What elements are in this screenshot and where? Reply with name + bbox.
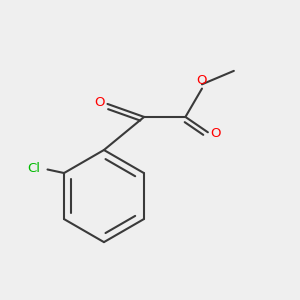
Text: O: O: [197, 74, 207, 87]
Text: O: O: [95, 96, 105, 109]
Text: Cl: Cl: [27, 162, 40, 175]
Text: O: O: [210, 127, 221, 140]
